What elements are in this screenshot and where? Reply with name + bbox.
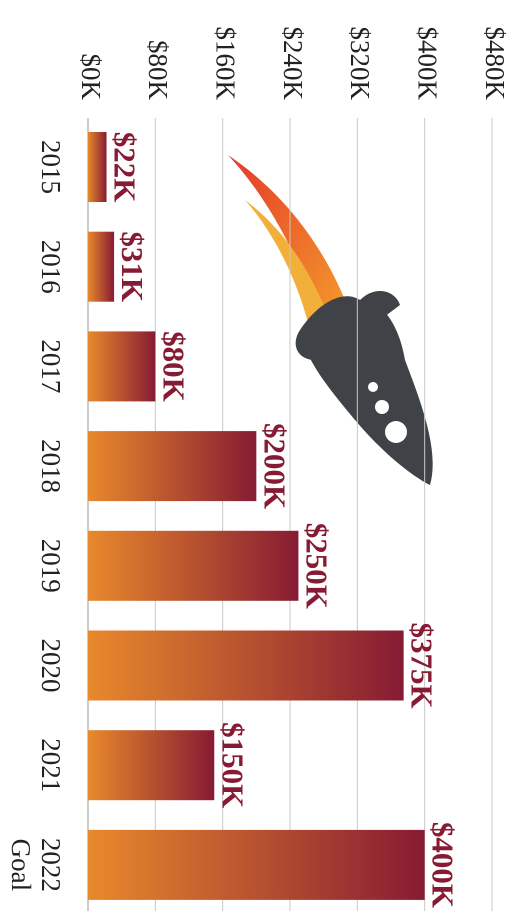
bar bbox=[88, 431, 257, 502]
y-tick-label: $160K bbox=[210, 27, 240, 101]
plot-area: $0K $80K $160K $240K $320K $400K $480K 2015 $22K… bbox=[6, 27, 508, 911]
value-label: $200K bbox=[257, 423, 292, 509]
x-tick-label: 2015 bbox=[36, 140, 66, 194]
y-tick-label: $480K bbox=[480, 27, 508, 101]
value-label: $400K bbox=[426, 822, 461, 908]
bar bbox=[88, 530, 299, 601]
bar bbox=[87, 132, 107, 202]
y-tick-label: $0K bbox=[76, 54, 106, 101]
x-tick-label: 2021 bbox=[36, 738, 66, 792]
bar bbox=[88, 630, 404, 701]
bar bbox=[88, 730, 215, 801]
rocket-illustration bbox=[228, 155, 433, 485]
bar bbox=[88, 331, 156, 402]
y-tick-label: $240K bbox=[278, 27, 308, 101]
y-tick-label: $400K bbox=[412, 27, 442, 101]
x-tick-label: 2020 bbox=[36, 639, 66, 693]
bar bbox=[88, 231, 115, 302]
y-tick-label: $320K bbox=[345, 27, 375, 101]
x-tick-label: 2016 bbox=[36, 240, 66, 294]
x-tick-label: 2019 bbox=[36, 539, 66, 593]
x-tick-label: 2018 bbox=[36, 439, 66, 493]
x-tick-label: 2022Goal bbox=[6, 838, 66, 892]
value-label: $375K bbox=[405, 622, 440, 708]
value-label: $80K bbox=[156, 331, 191, 402]
value-label: $150K bbox=[215, 722, 250, 808]
value-label: $22K bbox=[108, 132, 143, 203]
value-label: $31K bbox=[115, 231, 150, 302]
bar bbox=[88, 829, 425, 900]
y-tick-label: $80K bbox=[143, 40, 173, 101]
value-label: $250K bbox=[299, 523, 334, 609]
x-tick-label: 2017 bbox=[36, 339, 66, 393]
